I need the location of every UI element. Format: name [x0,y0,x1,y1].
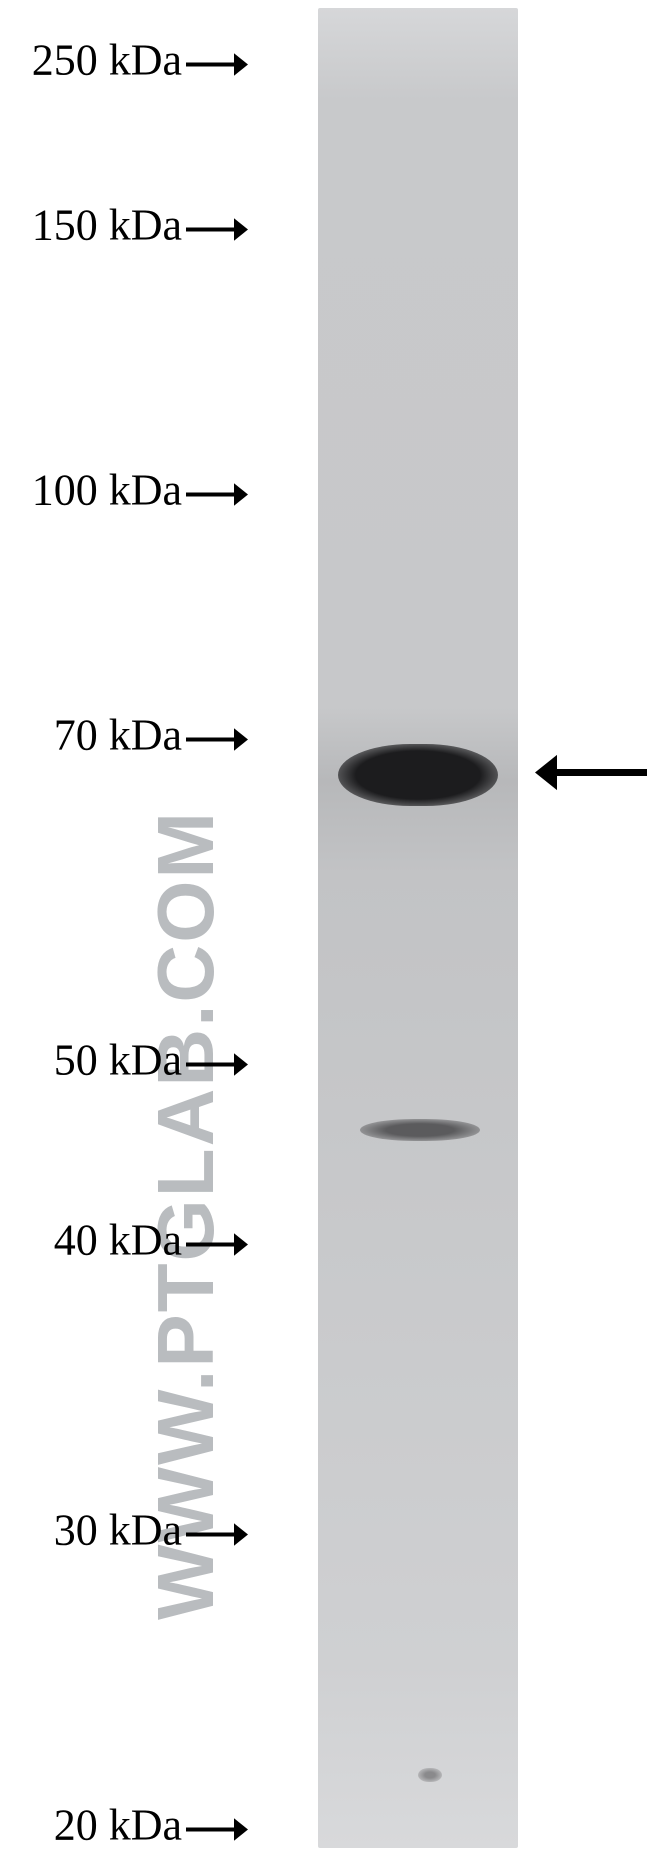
mw-marker-arrow-icon [186,1813,248,1845]
mw-marker: 50 kDa [0,1035,248,1086]
mw-marker-label: 70 kDa [54,711,182,760]
mw-marker-label: 150 kDa [32,201,182,250]
minor-band [360,1119,480,1141]
mw-marker-label: 30 kDa [54,1506,182,1555]
mw-marker-label: 50 kDa [54,1036,182,1085]
mw-marker-arrow-icon [186,1518,248,1550]
main-band [338,744,498,806]
mw-marker: 100 kDa [0,465,248,516]
mw-marker-label: 250 kDa [32,36,182,85]
sample-lane [318,8,518,1848]
mw-marker: 20 kDa [0,1800,248,1851]
mw-marker-arrow-icon [186,1228,248,1260]
mw-marker-label: 40 kDa [54,1216,182,1265]
mw-marker-arrow-icon [186,1048,248,1080]
mw-marker-label: 20 kDa [54,1801,182,1850]
mw-marker: 70 kDa [0,710,248,761]
mw-marker: 150 kDa [0,200,248,251]
faint-spot [418,1768,442,1782]
watermark-text: WWW.PTGLAB.COM [140,240,232,1620]
western-blot-figure: WWW.PTGLAB.COM 250 kDa 150 kDa 100 kDa 70 k… [0,0,650,1855]
mw-marker-label: 100 kDa [32,466,182,515]
mw-marker-arrow-icon [186,723,248,755]
mw-marker-arrow-icon [186,478,248,510]
target-band-arrow [535,747,647,803]
mw-marker: 30 kDa [0,1505,248,1556]
mw-marker: 250 kDa [0,35,248,86]
mw-marker-arrow-icon [186,48,248,80]
mw-marker: 40 kDa [0,1215,248,1266]
mw-marker-arrow-icon [186,213,248,245]
